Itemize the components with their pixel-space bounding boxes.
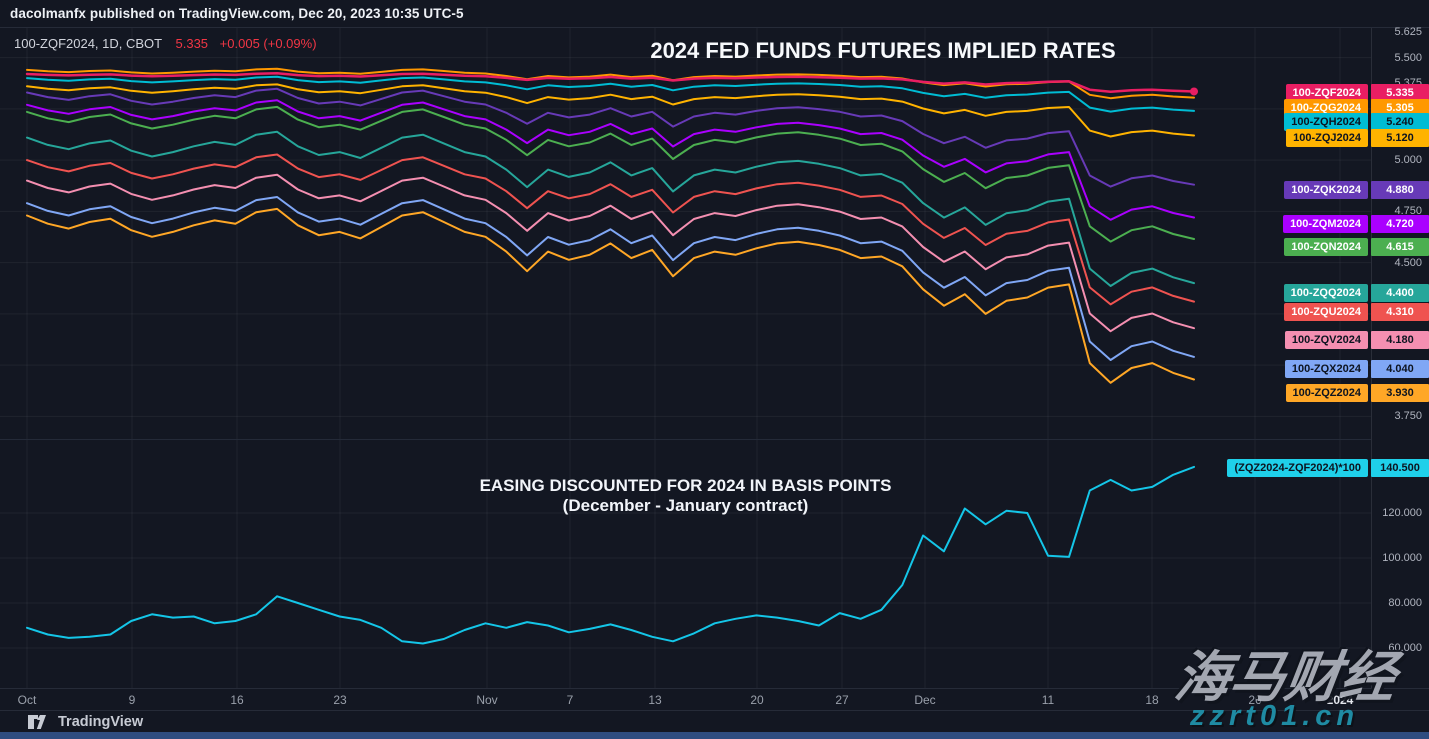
lower-pane-title-line2: (December - January contract) [562, 496, 809, 515]
series-line-100-ZQJ2024 [26, 83, 1195, 138]
x-axis-tick: 7 [566, 693, 574, 707]
y-axis-tick: 60.000 [1388, 642, 1422, 654]
spread-chart-pane[interactable] [0, 440, 1371, 688]
published-line: dacolmanfx published on TradingView.com,… [10, 6, 464, 21]
series-name-label-100-ZQF2024: 100-ZQF2024 [1285, 84, 1368, 102]
watermark-url: zzrt01.cn [1190, 700, 1360, 732]
y-axis-tick: 5.625 [1394, 26, 1422, 38]
series-line-100-ZQN2024 [26, 105, 1195, 243]
y-axis-tick: 3.750 [1394, 410, 1422, 422]
series-price-label-100-ZQM2024: 4.720 [1371, 215, 1429, 233]
series-line-100-ZQH2024 [26, 75, 1195, 113]
series-name-label-100-ZQG2024: 100-ZQG2024 [1283, 99, 1368, 117]
publish-header: dacolmanfx published on TradingView.com,… [0, 0, 1429, 28]
x-axis-tick: Oct [17, 693, 37, 707]
symbol-legend[interactable]: 100-ZQF2024, 1D, CBOT 5.335 +0.005 (+0.0… [14, 36, 317, 51]
x-axis-tick: 9 [128, 693, 136, 707]
series-name-label-100-ZQN2024: 100-ZQN2024 [1284, 238, 1368, 256]
series-name-label-100-ZQV2024: 100-ZQV2024 [1284, 331, 1368, 349]
series-name-label-100-ZQK2024: 100-ZQK2024 [1284, 181, 1368, 199]
series-price-label-100-ZQX2024: 4.040 [1371, 360, 1429, 378]
main-chart-pane[interactable] [0, 28, 1371, 440]
series-price-label-100-ZQF2024: 5.335 [1371, 84, 1429, 102]
tradingview-brand-text[interactable]: TradingView [58, 713, 144, 730]
x-axis-tick: 27 [835, 693, 849, 707]
last-price-marker [1190, 87, 1198, 96]
series-line-100-ZQV2024 [26, 173, 1195, 333]
x-axis-tick: 26 [1248, 693, 1262, 707]
series-price-label-100-ZQH2024: 5.240 [1371, 113, 1429, 131]
series-line-100-ZQX2024 [26, 196, 1195, 361]
x-axis-tick: 2024 [1326, 693, 1354, 707]
series-name-label-100-ZQU2024: 100-ZQU2024 [1284, 303, 1368, 321]
series-line-100-ZQF2024 [25, 72, 1196, 94]
series-price-label-100-ZQJ2024: 5.120 [1371, 129, 1429, 147]
series-price-label-100-ZQN2024: 4.615 [1371, 238, 1429, 256]
series-price-label-100-ZQU2024: 4.310 [1371, 303, 1429, 321]
bottom-accent-bar [0, 732, 1429, 739]
series-price-label-100-ZQV2024: 4.180 [1371, 331, 1429, 349]
x-axis-tick: 16 [230, 693, 244, 707]
series-line-100-ZQZ2024 [26, 207, 1195, 384]
tradingview-logo-icon[interactable] [28, 714, 51, 729]
spread-line [26, 465, 1195, 645]
y-axis-tick: 4.500 [1394, 257, 1422, 269]
series-line-100-ZQG2024 [26, 67, 1195, 100]
y-axis-tick: 80.000 [1388, 597, 1422, 609]
symbol-description[interactable]: 100-ZQF2024, 1D, CBOT [14, 36, 162, 51]
x-axis-tick: Nov [476, 693, 498, 707]
y-axis-tick: 120.000 [1382, 507, 1422, 519]
lower-pane-title-line1: EASING DISCOUNTED FOR 2024 IN BASIS POIN… [479, 476, 892, 495]
x-axis-tick: 18 [1145, 693, 1159, 707]
x-axis-tick: Dec [914, 693, 936, 707]
spread-name-label: (ZQZ2024-ZQF2024)*100 [1227, 459, 1368, 477]
footer-bar: TradingView [0, 710, 1429, 732]
y-axis-tick: 4.750 [1394, 205, 1422, 217]
x-axis-tick: 23 [333, 693, 347, 707]
series-price-label-100-ZQG2024: 5.305 [1371, 99, 1429, 117]
series-name-label-100-ZQH2024: 100-ZQH2024 [1284, 113, 1368, 131]
x-axis-tick: 13 [648, 693, 662, 707]
series-name-label-100-ZQX2024: 100-ZQX2024 [1284, 360, 1368, 378]
series-price-label-100-ZQK2024: 4.880 [1371, 181, 1429, 199]
y-axis-tick: 5.500 [1394, 52, 1422, 64]
x-axis-tick: 11 [1041, 693, 1055, 707]
series-name-label-100-ZQQ2024: 100-ZQQ2024 [1283, 284, 1368, 302]
series-line-100-ZQU2024 [26, 153, 1195, 306]
y-axis-tick: 100.000 [1382, 552, 1422, 564]
series-name-label-100-ZQJ2024: 100-ZQJ2024 [1286, 129, 1368, 147]
series-price-label-100-ZQZ2024: 3.930 [1371, 384, 1429, 402]
y-axis-tick: 5.000 [1394, 154, 1422, 166]
last-price: 5.335 [175, 36, 209, 51]
series-line-100-ZQK2024 [26, 87, 1195, 188]
time-axis[interactable]: Oct 9 16 23 Nov 7 13 20 27 Dec 11 18 26 2024 [0, 688, 1429, 710]
series-line-100-ZQQ2024 [26, 130, 1195, 287]
pane-divider[interactable] [0, 439, 1371, 440]
price-change: +0.005 (+0.09%) [219, 36, 317, 51]
main-pane-title: 2024 FED FUNDS FUTURES IMPLIED RATES [650, 38, 1116, 63]
series-price-label-100-ZQQ2024: 4.400 [1371, 284, 1429, 302]
x-axis-tick: 20 [750, 693, 764, 707]
series-line-100-ZQM2024 [26, 99, 1195, 221]
spread-value-label: 140.500 [1371, 459, 1429, 477]
series-name-label-100-ZQM2024: 100-ZQM2024 [1283, 215, 1368, 233]
series-name-label-100-ZQZ2024: 100-ZQZ2024 [1285, 384, 1368, 402]
